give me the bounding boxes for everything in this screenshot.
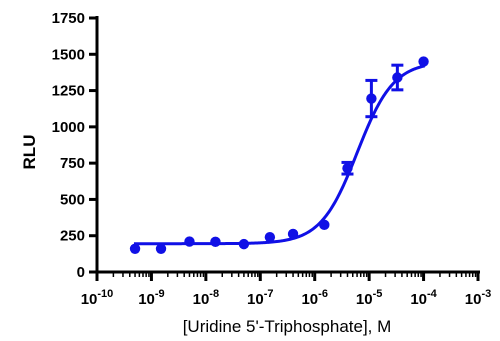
- data-point: [287, 228, 299, 240]
- data-point: [238, 238, 250, 250]
- y-tick-label: 500: [60, 191, 85, 208]
- data-point: [418, 56, 429, 67]
- x-axis-ticks: 10-10 10-9 10-8 10-7 10-6 10-5 10-4 10-3: [81, 272, 491, 308]
- data-points: [129, 56, 429, 254]
- data-point: [155, 243, 167, 254]
- x-tick-label: 10-5: [356, 288, 382, 308]
- y-tick-label: 0: [77, 264, 85, 281]
- y-tick-label: 1500: [52, 46, 85, 63]
- y-axis-ticks: 0 250 500 750 1000 1250 1500 1750: [52, 10, 97, 281]
- data-point: [366, 93, 377, 104]
- data-point: [342, 163, 353, 174]
- fit-curve: [133, 64, 426, 246]
- x-tick-label: 10-4: [410, 288, 437, 308]
- data-point: [319, 219, 330, 231]
- x-tick-label: 10-7: [247, 288, 273, 308]
- data-point: [129, 243, 141, 254]
- y-tick-label: 1250: [52, 83, 85, 100]
- axes: [95, 16, 480, 274]
- data-point: [264, 231, 276, 243]
- x-tick-label: 10-3: [465, 288, 491, 308]
- x-tick-label: 10-10: [81, 288, 114, 308]
- y-tick-label: 1750: [52, 10, 85, 27]
- x-axis-label: [Uridine 5'-Triphosphate], M: [183, 317, 392, 336]
- x-tick-label: 10-8: [193, 288, 219, 308]
- y-axis-label: RLU: [20, 135, 39, 170]
- x-tick-label: 10-9: [138, 288, 164, 308]
- y-tick-label: 250: [60, 228, 85, 245]
- y-tick-label: 1000: [52, 119, 85, 136]
- x-tick-label: 10-6: [301, 288, 327, 308]
- y-tick-label: 750: [60, 155, 85, 172]
- data-point: [210, 236, 221, 248]
- data-point: [392, 72, 403, 83]
- data-point: [184, 236, 195, 247]
